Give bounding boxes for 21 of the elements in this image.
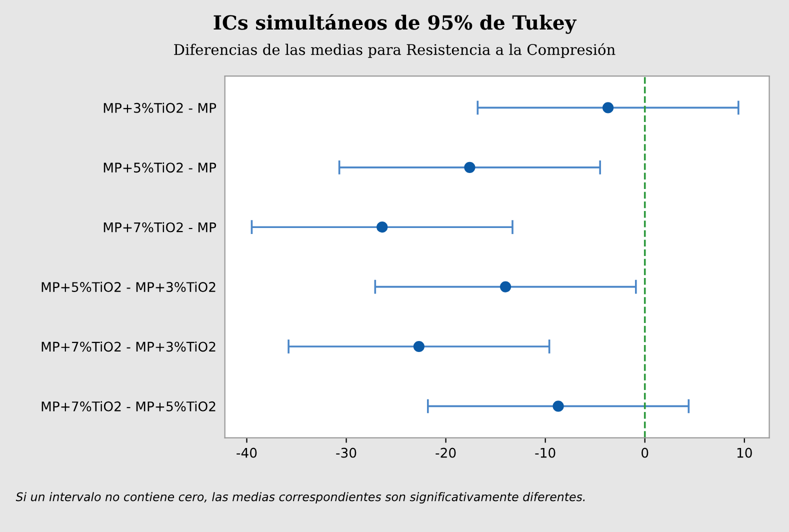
y-tick-label: MP+7%TiO2 - MP+5%TiO2 [42,401,216,412]
chart-title: ICs simultáneos de 95% de Tukey [214,14,577,34]
point [413,340,424,352]
point [464,162,476,173]
y-tick-label: MP+7%TiO2 - MP [104,222,216,232]
x-tick-label: -30 [336,448,356,458]
point [602,102,614,114]
chart-subtitle: Diferencias de las medias para Resistencia a la Compresión [174,43,616,58]
y-tick-label: MP+5%TiO2 - MP+3%TiO2 [42,282,216,292]
x-tick-label: 0 [642,448,648,458]
y-tick-label: MP+7%TiO2 - MP+3%TiO2 [42,341,216,352]
text: Si un intervalo no contiene cero, las medias correspondientes son significativamente diferentes. [16,492,585,504]
x-tick-label: -10 [535,448,556,458]
x-tick-label: -20 [436,448,456,458]
point [500,281,512,292]
y-tick-label: MP+3%TiO2 - MP [104,102,216,113]
point [552,400,564,412]
x-tick-label: -40 [236,448,257,458]
y-tick-label: MP+5%TiO2 - MP [104,162,216,173]
point [376,222,388,233]
x-tick-label: 10 [737,448,752,458]
